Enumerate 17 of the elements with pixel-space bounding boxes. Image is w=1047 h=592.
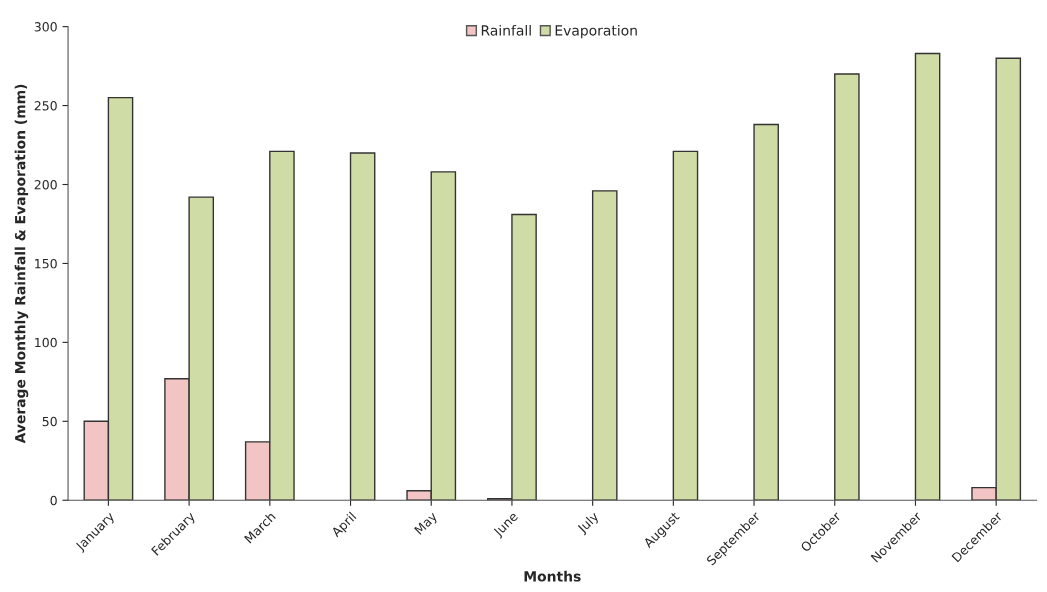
- y-axis-title: Average Monthly Rainfall & Evaporation (mm): [14, 84, 29, 444]
- bar: [834, 73, 860, 501]
- x-axis-title: Months: [524, 570, 581, 582]
- y-tick-label: 150: [35, 258, 57, 269]
- y-tick-label: 0: [50, 495, 57, 506]
- y-tick-label: 300: [34, 22, 57, 32]
- bar: [914, 52, 941, 501]
- legend-label: Rainfall: [481, 24, 531, 36]
- bar: [753, 123, 779, 501]
- bar: [672, 150, 699, 501]
- legend-label: Evaporation: [555, 24, 637, 39]
- y-tick-label: 100: [35, 337, 57, 348]
- bar: [591, 190, 618, 501]
- bar: [349, 152, 376, 501]
- y-tick-label: 50: [42, 416, 57, 427]
- y-tick-label: 200: [34, 179, 57, 190]
- y-tick-label: 250: [34, 101, 57, 111]
